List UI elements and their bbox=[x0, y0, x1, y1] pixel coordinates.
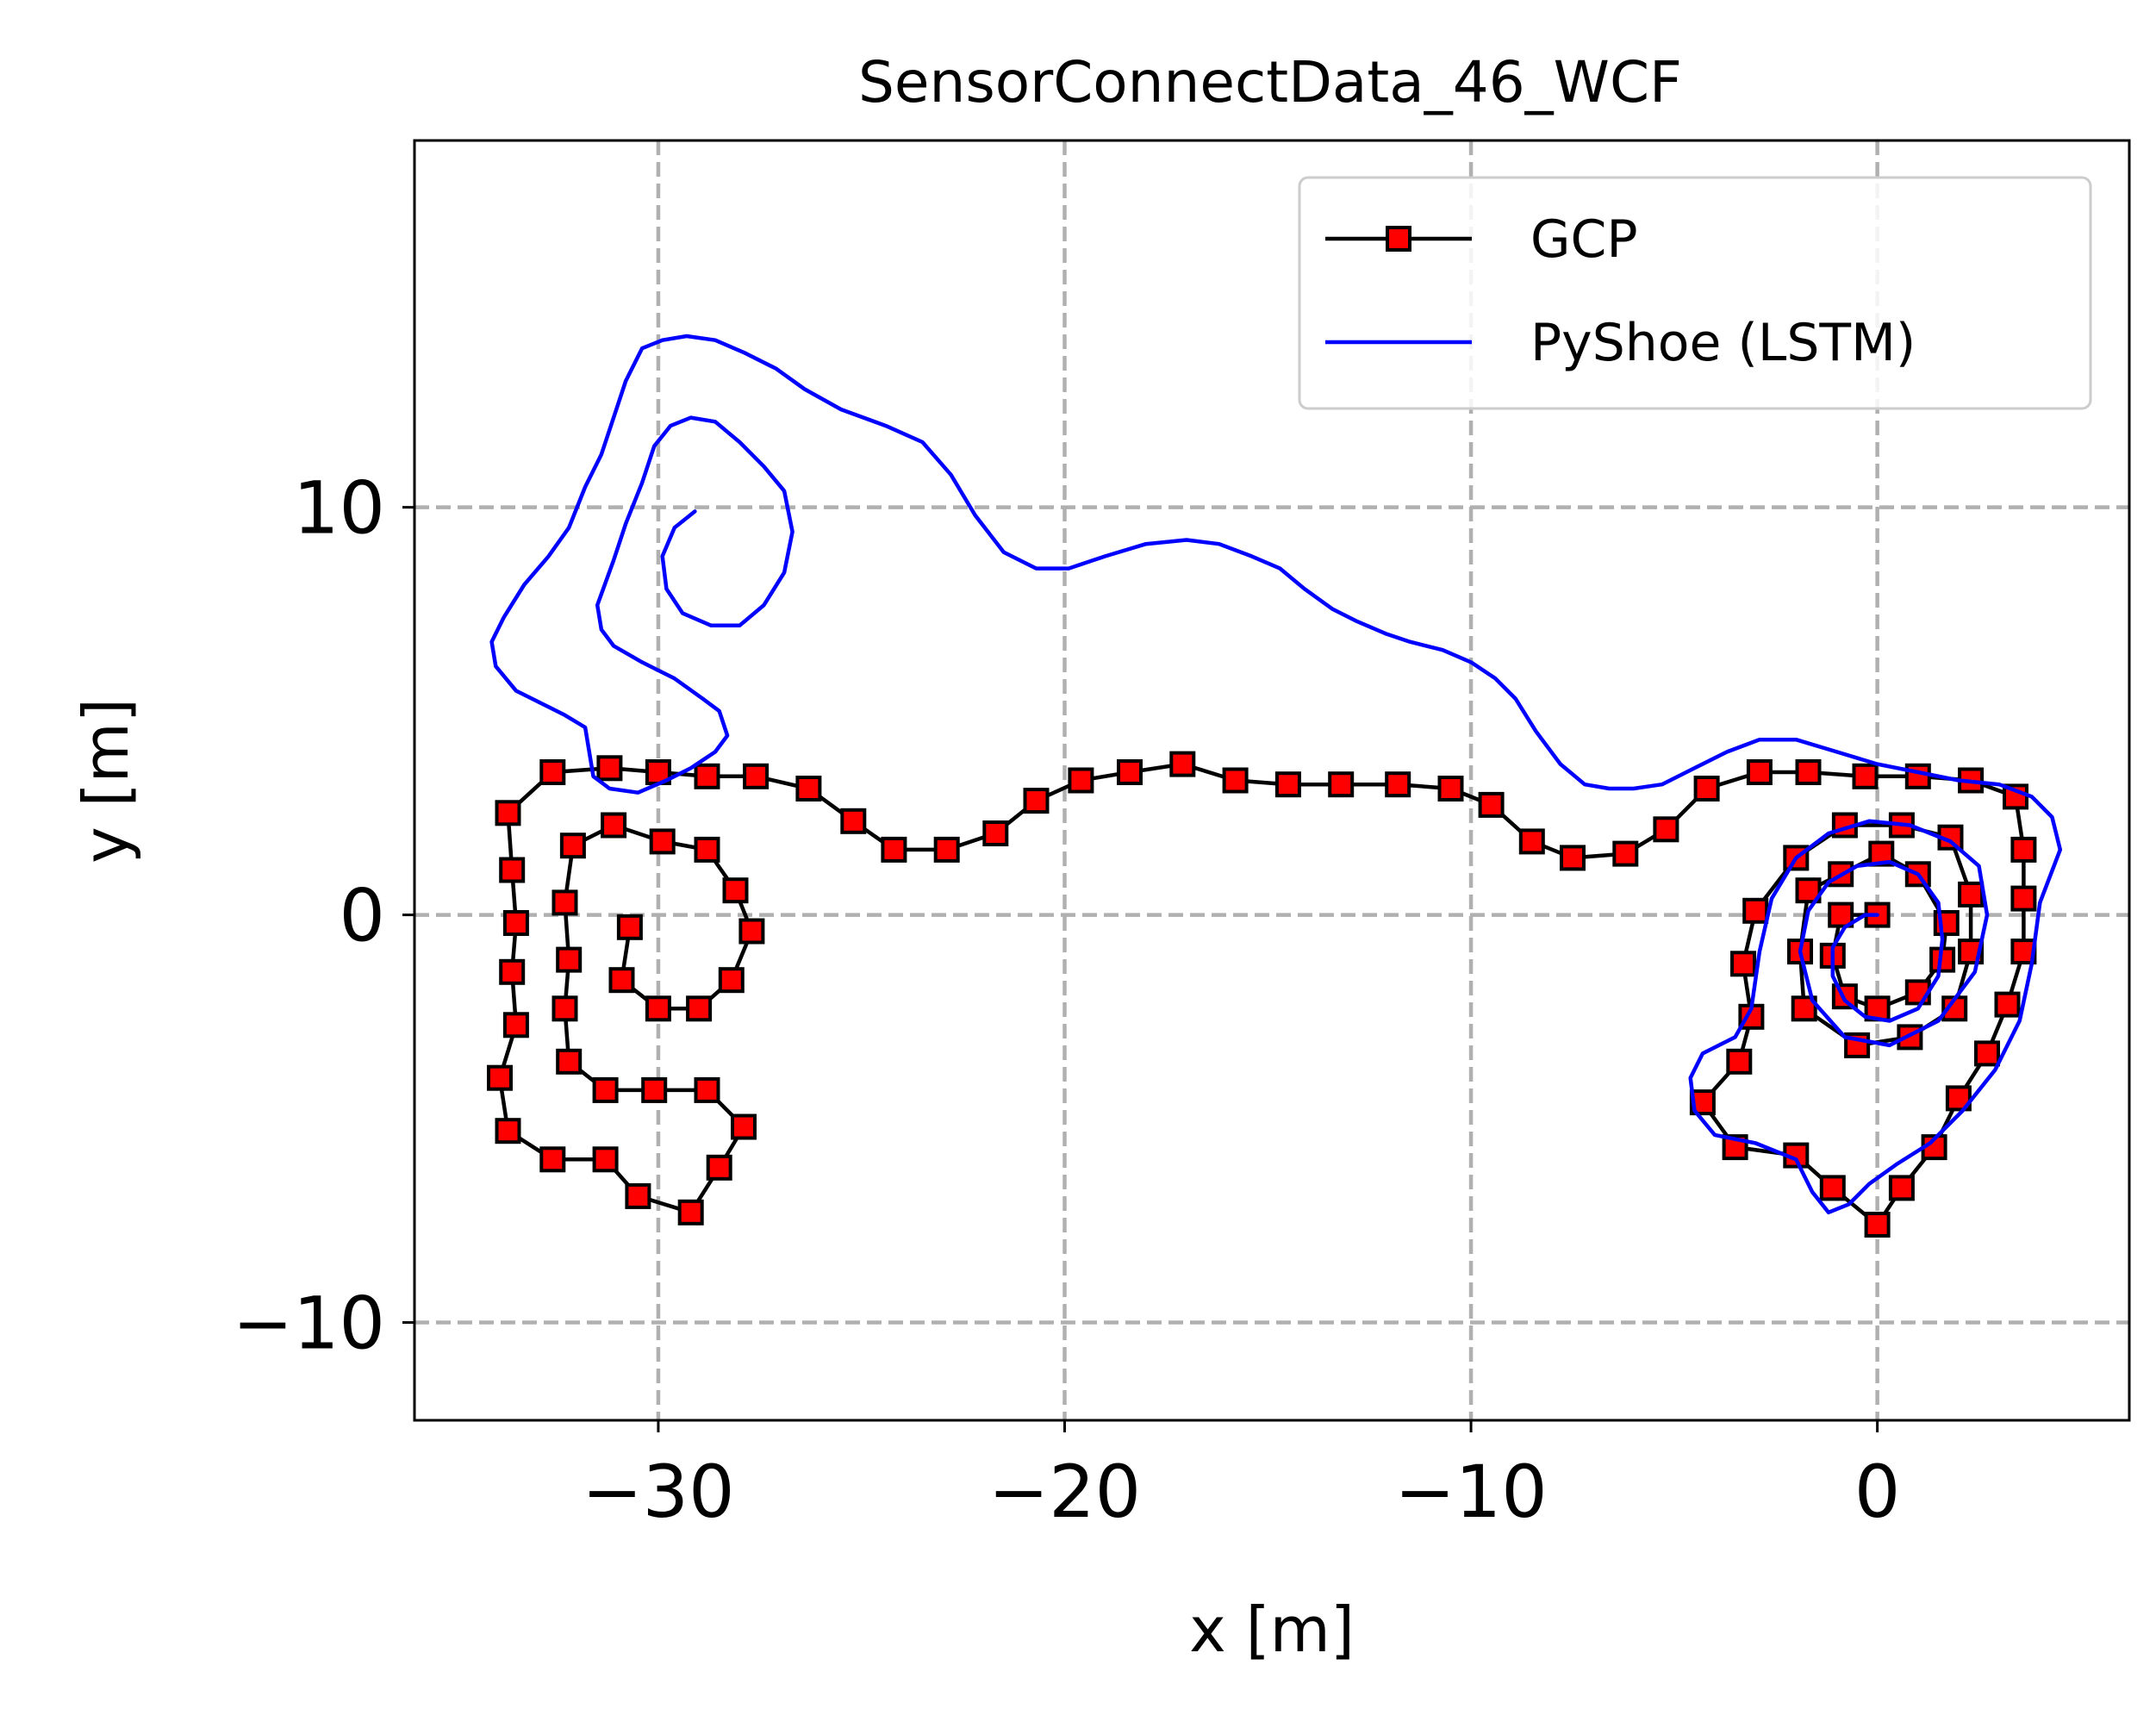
gcp-marker bbox=[694, 836, 720, 863]
gcp-marker bbox=[2010, 885, 2037, 912]
gcp-marker bbox=[487, 1064, 513, 1091]
legend: GCP PyShoe (LSTM) bbox=[1298, 176, 2092, 410]
gcp-marker bbox=[592, 1076, 619, 1103]
gcp-marker bbox=[1385, 771, 1411, 798]
gcp-marker bbox=[499, 958, 526, 985]
gcp-marker bbox=[1904, 763, 1931, 789]
gcp-marker bbox=[1693, 776, 1720, 801]
legend-pyshoe-label: PyShoe (LSTM) bbox=[1530, 313, 1916, 373]
gcp-marker bbox=[502, 1012, 529, 1038]
gcp-marker bbox=[592, 1146, 619, 1173]
gcp-marker bbox=[551, 995, 578, 1022]
gcp-marker bbox=[1974, 1040, 2000, 1067]
gcp-marker bbox=[1478, 791, 1505, 818]
gcp-marker bbox=[556, 1048, 583, 1075]
gcp-marker bbox=[559, 833, 586, 859]
gcp-marker bbox=[1560, 845, 1586, 871]
pyshoe-series bbox=[489, 334, 2063, 1215]
gcp-series bbox=[487, 751, 2037, 1238]
x-tick-label: −10 bbox=[1394, 1450, 1547, 1534]
gcp-marker bbox=[1653, 816, 1679, 843]
gcp-marker bbox=[731, 1113, 757, 1140]
gcp-marker bbox=[2010, 836, 2037, 863]
plot-frame bbox=[413, 139, 2131, 1422]
gcp-marker bbox=[641, 1076, 668, 1103]
axis-ticks: −30 −20 −10 0 −10 0 10 bbox=[233, 466, 1901, 1534]
gcp-marker bbox=[686, 995, 713, 1022]
gcp-marker bbox=[1819, 1175, 1846, 1201]
gcp-marker bbox=[1888, 1175, 1915, 1201]
gcp-marker bbox=[1904, 979, 1931, 1006]
gcp-marker bbox=[982, 820, 1009, 846]
gcp-marker bbox=[933, 836, 960, 863]
gcp-marker bbox=[1169, 751, 1196, 777]
gcp-marker bbox=[1958, 881, 1985, 908]
gcp-marker bbox=[1437, 776, 1464, 801]
gcp-marker bbox=[706, 1154, 732, 1181]
gcp-marker bbox=[645, 995, 671, 1022]
gcp-marker bbox=[499, 857, 526, 883]
x-tick-label: −20 bbox=[988, 1450, 1141, 1534]
gcp-marker bbox=[840, 808, 867, 834]
gcp-marker bbox=[1795, 759, 1822, 785]
gcp-marker bbox=[795, 776, 822, 801]
gcp-marker bbox=[718, 967, 745, 994]
legend-box bbox=[1298, 176, 2092, 410]
gcp-marker bbox=[743, 763, 770, 789]
gcp-marker bbox=[694, 763, 720, 789]
y-tick-label: −10 bbox=[233, 1281, 385, 1365]
gcp-marker bbox=[1852, 763, 1879, 789]
gcp-marker bbox=[1023, 788, 1050, 814]
gcp-marker bbox=[1828, 901, 1854, 928]
gcp-marker bbox=[1328, 771, 1355, 798]
gcp-marker bbox=[608, 967, 635, 994]
x-tick-label: −30 bbox=[582, 1450, 734, 1534]
gcp-marker bbox=[677, 1199, 704, 1226]
gcp-marker bbox=[551, 889, 578, 916]
gcp-marker bbox=[1117, 759, 1143, 785]
gcp-marker bbox=[495, 1118, 521, 1145]
gcp-marker bbox=[1612, 840, 1639, 867]
gcp-marker bbox=[1742, 897, 1769, 924]
gcp-marker bbox=[1864, 1212, 1891, 1238]
gcp-marker bbox=[1518, 828, 1545, 855]
gcp-marker bbox=[502, 910, 529, 936]
gcp-marker bbox=[722, 877, 749, 904]
y-axis-label: y [m] bbox=[70, 698, 142, 864]
gcp-marker bbox=[556, 946, 583, 973]
gcp-marker bbox=[539, 759, 566, 785]
gcp-marker bbox=[596, 755, 623, 782]
gcp-marker bbox=[1730, 951, 1756, 977]
gcp-marker bbox=[1068, 767, 1094, 794]
gcp-marker bbox=[1994, 991, 2021, 1018]
y-tick-label: 0 bbox=[340, 874, 385, 958]
gcp-marker bbox=[616, 914, 643, 940]
gcp-marker bbox=[495, 800, 521, 826]
gcp-marker bbox=[1746, 759, 1773, 785]
legend-gcp-label: GCP bbox=[1530, 209, 1638, 270]
gcp-marker bbox=[539, 1146, 566, 1173]
gcp-marker bbox=[1274, 771, 1301, 798]
x-axis-label: x [m] bbox=[1189, 1594, 1355, 1666]
gcp-marker bbox=[1726, 1048, 1753, 1075]
chart-title: SensorConnectData_46_WCF bbox=[858, 49, 1682, 115]
gcp-marker bbox=[881, 836, 907, 863]
legend-gcp-marker bbox=[1386, 226, 1411, 252]
x-tick-label: 0 bbox=[1854, 1450, 1900, 1534]
gcp-marker bbox=[738, 918, 765, 945]
gcp-marker bbox=[601, 812, 627, 839]
gcp-marker bbox=[1795, 877, 1822, 904]
gcp-marker bbox=[694, 1076, 720, 1103]
gcp-marker bbox=[1222, 767, 1249, 794]
y-tick-label: 10 bbox=[293, 466, 385, 551]
gcp-marker bbox=[1791, 995, 1817, 1022]
gcp-marker bbox=[625, 1182, 651, 1209]
gcp-marker bbox=[649, 828, 676, 855]
pyshoe-line bbox=[489, 334, 2063, 1215]
